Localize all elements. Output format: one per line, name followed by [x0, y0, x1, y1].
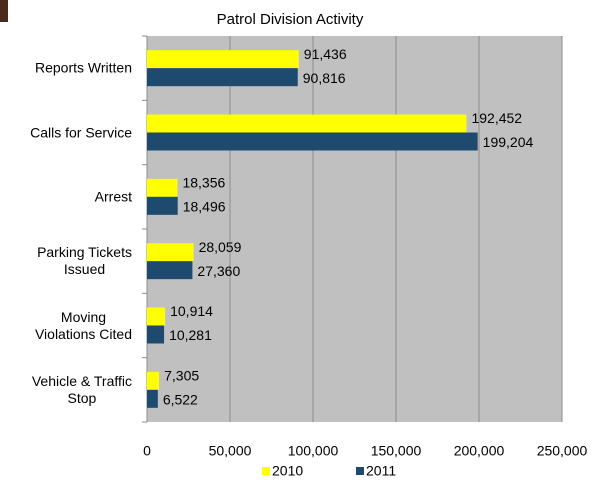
logo [0, 0, 8, 22]
x-tick-label: 150,000 [371, 443, 422, 459]
y-tick-label: Reports Written [0, 60, 132, 77]
value-label: 7,305 [164, 368, 199, 384]
bar [147, 132, 478, 151]
category-text: Vehicle & Traffic Stop [31, 372, 132, 406]
x-tick-label: 50,000 [209, 443, 252, 459]
x-tick-label: 100,000 [288, 443, 339, 459]
bar [147, 325, 165, 344]
category-text: Moving Violations Cited [34, 308, 132, 342]
bar [147, 114, 467, 133]
bar [147, 371, 160, 390]
value-label: 90,816 [303, 70, 346, 86]
legend-swatch [262, 467, 270, 475]
bar [147, 307, 166, 326]
y-tick-label: Parking Tickets Issued [0, 244, 132, 278]
category-text: Arrest [94, 188, 132, 205]
y-tick-label: Arrest [0, 188, 132, 205]
category-text: Reports Written [35, 59, 132, 76]
legend-label: 2011 [366, 463, 396, 479]
chart-title: Patrol Division Activity [217, 11, 364, 28]
value-label: 199,204 [483, 134, 534, 150]
legend-swatch [356, 467, 364, 475]
value-label: 10,281 [169, 327, 212, 343]
bar [147, 178, 178, 197]
y-tick-label: Calls for Service [0, 124, 132, 141]
bar [147, 261, 193, 280]
bar [147, 68, 298, 87]
value-label: 28,059 [199, 239, 242, 255]
value-label: 91,436 [304, 46, 347, 62]
x-tick-label: 200,000 [454, 443, 505, 459]
plot-area [147, 36, 562, 422]
category-text: Calls for Service [30, 124, 132, 140]
x-tick-label: 250,000 [537, 443, 588, 459]
legend-label: 2010 [272, 463, 303, 479]
category-text: Parking Tickets Issued [37, 244, 132, 278]
bar [147, 196, 178, 215]
bar [147, 243, 194, 262]
x-tick-label: 0 [143, 443, 151, 459]
value-label: 27,360 [197, 263, 240, 279]
value-label: 18,356 [182, 175, 225, 191]
value-label: 6,522 [163, 392, 198, 408]
value-label: 192,452 [471, 110, 522, 126]
y-tick-label: Moving Violations Cited [0, 309, 132, 343]
bar [147, 389, 158, 408]
bar [147, 50, 299, 69]
value-label: 18,496 [183, 199, 226, 215]
y-tick-label: Vehicle & Traffic Stop [0, 373, 132, 407]
value-label: 10,914 [170, 303, 213, 319]
